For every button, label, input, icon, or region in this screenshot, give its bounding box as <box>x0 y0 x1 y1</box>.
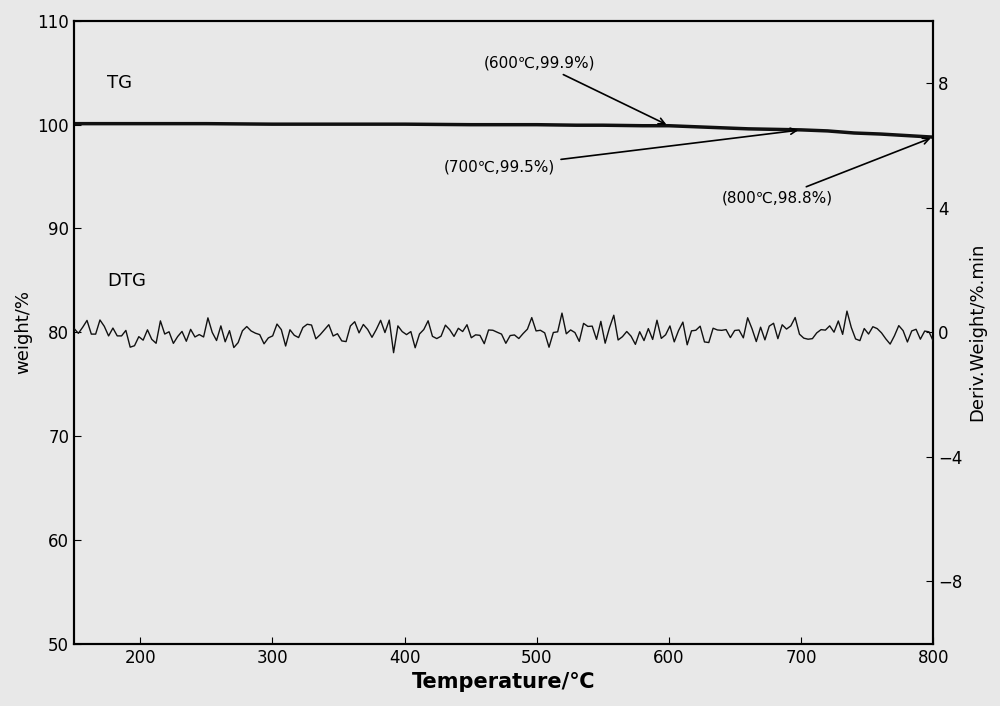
Text: TG: TG <box>107 74 132 92</box>
Text: DTG: DTG <box>107 272 146 289</box>
Text: (700℃,99.5%): (700℃,99.5%) <box>444 128 797 174</box>
X-axis label: Temperature/℃: Temperature/℃ <box>412 672 595 692</box>
Y-axis label: Deriv.Weight/%.min: Deriv.Weight/%.min <box>968 243 986 421</box>
Y-axis label: weight/%: weight/% <box>14 290 32 374</box>
Text: (800℃,98.8%): (800℃,98.8%) <box>722 138 929 205</box>
Text: (600℃,99.9%): (600℃,99.9%) <box>484 56 665 124</box>
